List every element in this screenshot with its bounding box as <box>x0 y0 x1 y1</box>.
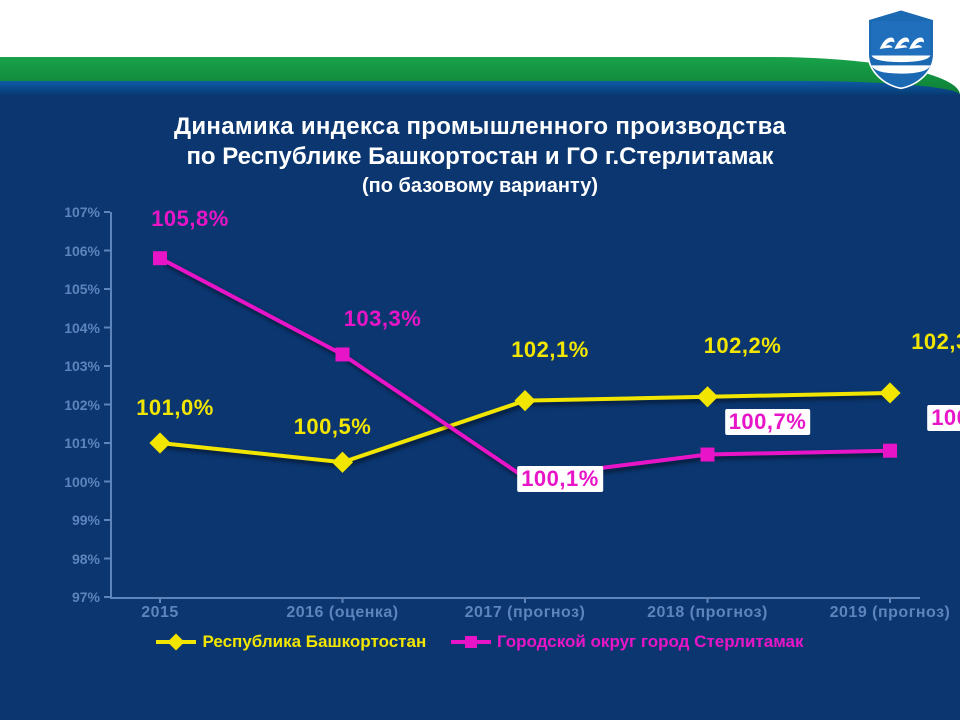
legend-label: Республика Башкортостан <box>202 632 426 652</box>
legend-swatch-diamond-icon <box>156 640 196 644</box>
header-banner <box>0 0 960 95</box>
chart-svg <box>110 212 920 597</box>
y-tick-label: 106% <box>40 243 100 259</box>
x-tick-label: 2015 <box>141 604 179 622</box>
data-label: 101,0% <box>133 395 217 421</box>
data-label: 103,3% <box>340 306 426 332</box>
data-label: 100,1% <box>517 466 603 492</box>
y-tick-label: 99% <box>40 512 100 528</box>
plot-area <box>110 212 920 597</box>
city-crest-icon <box>860 8 942 90</box>
data-label: 102,3% <box>908 329 960 355</box>
title-line-3: (по базовому варианту) <box>0 175 960 198</box>
x-tick-label: 2016 (оценка) <box>286 604 398 622</box>
x-tick-label: 2017 (прогноз) <box>465 604 586 622</box>
y-tick-label: 101% <box>40 435 100 451</box>
x-tick-label: 2018 (прогноз) <box>647 604 768 622</box>
y-tick-label: 98% <box>40 551 100 567</box>
y-tick-label: 103% <box>40 358 100 374</box>
x-tick-label: 2019 (прогноз) <box>830 604 951 622</box>
title-line-1: Динамика индекса промышленного производс… <box>0 113 960 141</box>
data-label: 102,1% <box>508 337 592 363</box>
legend-swatch-square-icon <box>451 640 491 644</box>
title-line-2: по Республике Башкортостан и ГО г.Стерли… <box>0 143 960 171</box>
legend: Республика Башкортостан Городской округ … <box>40 629 920 652</box>
data-label: 105,8% <box>147 206 233 232</box>
y-tick-label: 104% <box>40 320 100 336</box>
y-tick-label: 102% <box>40 397 100 413</box>
y-tick-label: 100% <box>40 474 100 490</box>
data-label: 102,2% <box>701 333 785 359</box>
y-tick-label: 97% <box>40 589 100 605</box>
data-label: 100,5% <box>291 414 375 440</box>
data-label: 100,8% <box>927 405 960 431</box>
data-label: 100,7% <box>725 409 811 435</box>
chart-title: Динамика индекса промышленного производс… <box>0 113 960 198</box>
y-tick-label: 105% <box>40 281 100 297</box>
legend-label: Городской округ город Стерлитамак <box>497 632 804 652</box>
y-tick-label: 107% <box>40 204 100 220</box>
legend-item-bashkortostan: Республика Башкортостан <box>156 632 426 652</box>
legend-item-sterlitamak: Городской округ город Стерлитамак <box>451 632 804 652</box>
line-chart: Республика Башкортостан Городской округ … <box>40 212 920 652</box>
banner-blue-stripe <box>0 81 960 95</box>
